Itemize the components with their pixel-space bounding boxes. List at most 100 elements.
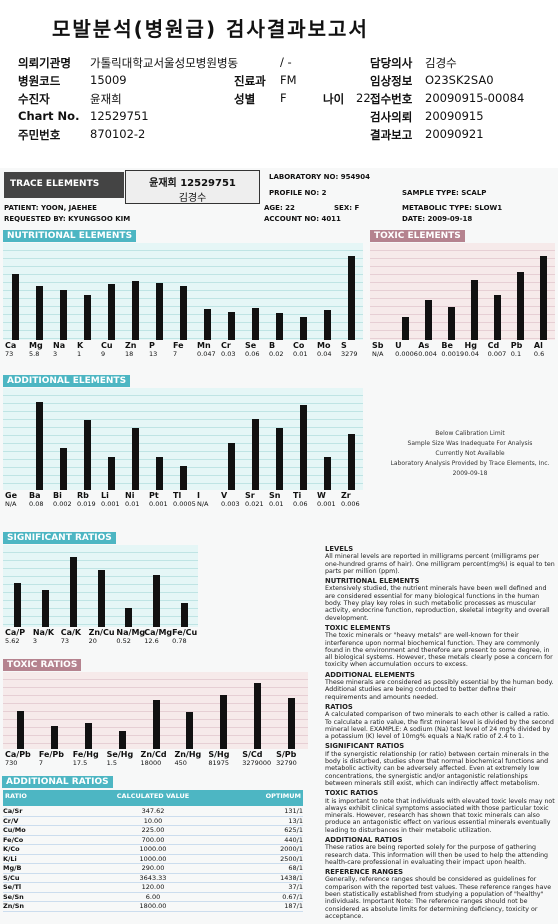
chart-value-label: 3	[53, 350, 58, 358]
header-label: 의뢰기관명	[18, 56, 71, 70]
ratio-optimum: 625/1	[284, 826, 303, 834]
chart-bar	[97, 570, 105, 627]
chart-category-label: Al	[533, 341, 543, 350]
ratio-name: Cr/V	[3, 816, 19, 825]
header-value: FM	[280, 73, 297, 87]
header-label: 수진자	[18, 92, 50, 106]
chart-toxic	[370, 243, 555, 340]
chart-bar	[276, 313, 283, 340]
chart-value-label: 20	[88, 637, 97, 645]
header-value: 20090921	[425, 127, 484, 141]
chart-toxic-ratios	[3, 672, 308, 749]
header-label: 담당의사	[370, 56, 413, 70]
ratio-name: Se/Tl	[3, 883, 22, 891]
chart-category-label: Ti	[293, 491, 302, 500]
ratio-optimum: 2000/1	[280, 845, 303, 853]
ratios-header: RATIO CALCULATED VALUE OPTIMUM	[3, 790, 303, 806]
ratio-name: Mg/B	[3, 864, 22, 872]
chart-category-label: Mo	[317, 341, 331, 350]
legend-item: 2009-09-18	[452, 470, 488, 477]
chart-category-label: Mn	[197, 341, 211, 350]
chart-category-label: Hg	[464, 341, 477, 350]
note-text: A calculated comparison of two minerals …	[325, 711, 554, 741]
note-text: All mineral levels are reported in milli…	[325, 553, 555, 575]
chart-category-label: B	[269, 341, 276, 350]
chart-category-label: P	[149, 341, 155, 350]
chart-value-label: 0.04	[317, 350, 332, 358]
chart-bar	[186, 712, 194, 749]
chart-value-label: 0.03	[221, 350, 236, 358]
legend-item: Below Calibration Limit	[435, 430, 505, 437]
ratio-value: 120.00	[141, 883, 165, 891]
chart-value-label: 0.047	[197, 350, 216, 358]
chart-value-label: 0.01	[125, 500, 140, 508]
chart-category-label: S/Pb	[276, 750, 297, 759]
chart-value-label: 0.004	[418, 350, 437, 358]
chart-value-label: 18000	[140, 759, 162, 767]
chart-bar	[494, 295, 502, 340]
header-value: F	[280, 91, 287, 105]
chart-value-label: 0.52	[116, 637, 131, 645]
chart-bar	[252, 418, 259, 490]
chart-value-label: 3279	[341, 350, 358, 358]
chart-bar	[517, 271, 525, 340]
ratio-value: 1000.00	[139, 854, 167, 863]
chart-bar	[152, 700, 160, 749]
chart-bar	[132, 427, 139, 490]
chart-category-label: I	[197, 491, 200, 500]
chart-bar	[540, 256, 548, 340]
ratio-optimum: 131/1	[284, 807, 303, 815]
chart-value-label: 0.001	[317, 500, 336, 508]
chart-category-label: Fe/Pb	[38, 750, 64, 759]
chart-value-label: 13	[149, 350, 158, 358]
chart-category-label: Ca/K	[60, 628, 82, 637]
ratio-optimum: 68/1	[288, 864, 303, 872]
chart-value-label: 0.01	[269, 500, 284, 508]
chart-bar	[50, 725, 58, 749]
chart-bar	[36, 286, 43, 340]
header-value: 15009	[90, 73, 127, 87]
chart-value-label: 0.019	[77, 500, 96, 508]
chart-value-label: 0.1	[510, 350, 522, 358]
chart-value-label: 0.01	[293, 350, 308, 358]
chart-category-label: Cr	[221, 341, 231, 350]
chart-value-label: 0.06	[293, 500, 308, 508]
chart-category-label: Ca	[5, 341, 17, 350]
ratio-value: 1800.00	[139, 902, 167, 910]
chart-bar	[424, 300, 432, 340]
chart-value-label: 32790	[276, 759, 297, 767]
chart-bar	[84, 419, 91, 490]
stamp-doctor: 김경수	[178, 193, 207, 204]
note-text: Generally, reference ranges should be co…	[325, 876, 552, 920]
section-additional-ratios: ADDITIONAL RATIOS	[2, 776, 113, 788]
header-value: 20090915	[425, 109, 484, 123]
ratio-col: RATIO	[5, 792, 27, 800]
header-row: 주민번호 870102-2	[18, 127, 145, 143]
chart-value-label: 18	[125, 350, 134, 358]
note-text: It is important to note that individuals…	[325, 797, 555, 834]
ratio-value: 700.00	[141, 835, 165, 844]
chart-value-label: 0.0019	[441, 350, 465, 358]
header-row: 수진자 윤재희 성별 F 나이 22	[18, 91, 371, 107]
chart-category-label: Cd	[487, 341, 500, 350]
chart-value-label: 0.003	[221, 500, 240, 508]
chart-value-label: 5.62	[5, 637, 20, 645]
table-row: Se/Tl 120.00 37/1	[3, 883, 303, 893]
chart-bar	[69, 556, 77, 627]
chart-bar	[228, 311, 235, 340]
ratio-optimum: 187/1	[284, 902, 303, 910]
chart-bar	[300, 405, 307, 490]
account-number: ACCOUNT NO: 4011	[264, 215, 341, 223]
chart-bar	[156, 282, 163, 340]
chart-bar	[228, 443, 235, 490]
note-heading: TOXIC ELEMENTS	[325, 623, 391, 632]
note-heading: TOXIC RATIOS	[325, 789, 379, 798]
chart-value-label: 73	[5, 350, 14, 358]
ratio-name: S/Cu	[3, 873, 20, 882]
header-label: 임상정보	[370, 74, 413, 88]
chart-significant	[3, 545, 198, 627]
header-value: 가톨릭대학교서울성모병원병동	[90, 56, 239, 70]
additional-ratios-table: Ca/Sr 347.62 131/1 Cr/V 10.00 13/1 Cu/Mo 225.00…	[3, 807, 303, 912]
ratio-name: K/Co	[3, 845, 20, 853]
chart-value-label: 0.021	[245, 500, 264, 508]
